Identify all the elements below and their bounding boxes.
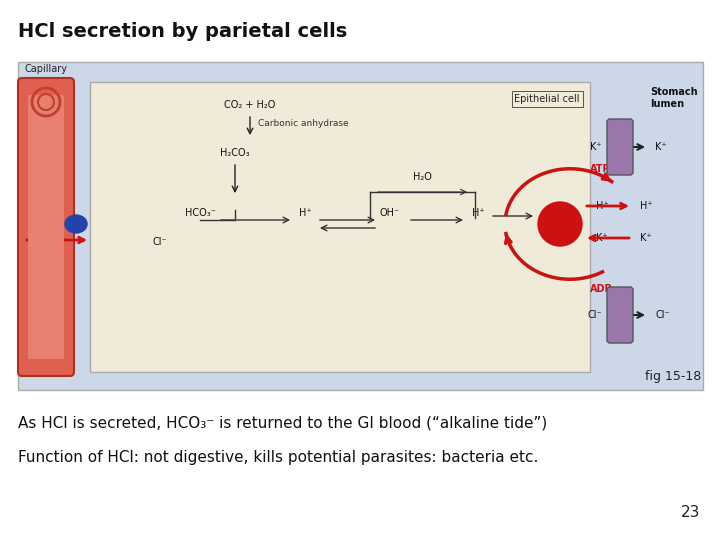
Text: K⁺: K⁺ — [590, 142, 602, 152]
Text: fig 15-18: fig 15-18 — [645, 370, 701, 383]
Text: Carbonic anhydrase: Carbonic anhydrase — [258, 119, 348, 129]
Text: Cl⁻: Cl⁻ — [153, 237, 167, 247]
Text: H₂CO₃: H₂CO₃ — [220, 148, 250, 158]
Text: Epithelial cell: Epithelial cell — [515, 94, 580, 104]
Text: H⁺: H⁺ — [640, 201, 652, 211]
FancyBboxPatch shape — [607, 119, 633, 175]
Text: K⁺: K⁺ — [640, 233, 652, 243]
Text: ATP: ATP — [590, 164, 611, 174]
Ellipse shape — [65, 215, 87, 233]
Text: CO₂ + H₂O: CO₂ + H₂O — [225, 100, 276, 110]
Text: 23: 23 — [680, 505, 700, 520]
Text: K⁺: K⁺ — [596, 233, 608, 243]
FancyBboxPatch shape — [18, 62, 703, 390]
Text: Stomach
lumen: Stomach lumen — [650, 87, 698, 109]
Text: HCl secretion by parietal cells: HCl secretion by parietal cells — [18, 22, 347, 41]
Text: Cl⁻: Cl⁻ — [45, 235, 60, 245]
Text: Capillary: Capillary — [24, 64, 68, 74]
FancyBboxPatch shape — [90, 82, 590, 372]
Circle shape — [538, 202, 582, 246]
Text: H₂O: H₂O — [413, 172, 432, 182]
Text: HCO₃⁻: HCO₃⁻ — [184, 208, 215, 218]
FancyBboxPatch shape — [28, 95, 64, 359]
Text: HCO₃⁻: HCO₃⁻ — [29, 201, 60, 211]
Text: H⁺: H⁺ — [596, 201, 608, 211]
Text: H⁺: H⁺ — [472, 208, 485, 218]
Text: K⁺: K⁺ — [655, 142, 667, 152]
Text: Function of HCl: not digestive, kills potential parasites: bacteria etc.: Function of HCl: not digestive, kills po… — [18, 450, 539, 465]
FancyBboxPatch shape — [18, 78, 74, 376]
Text: Cl⁻: Cl⁻ — [588, 310, 602, 320]
Text: ADP: ADP — [590, 284, 613, 294]
Text: OH⁻: OH⁻ — [380, 208, 400, 218]
Text: H⁺: H⁺ — [299, 208, 311, 218]
Text: As HCl is secreted, HCO₃⁻ is returned to the GI blood (“alkaline tide”): As HCl is secreted, HCO₃⁻ is returned to… — [18, 415, 547, 430]
FancyBboxPatch shape — [607, 287, 633, 343]
Text: Cl⁻: Cl⁻ — [655, 310, 670, 320]
